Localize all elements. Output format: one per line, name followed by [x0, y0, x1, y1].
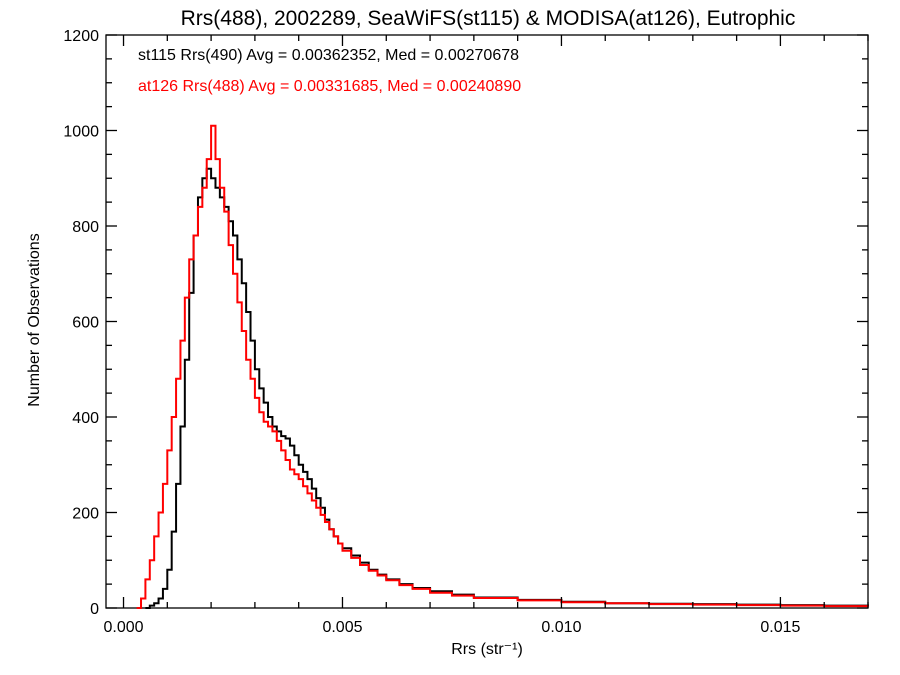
y-tick-label: 1200: [63, 28, 99, 45]
series-line-st115: [145, 167, 869, 609]
y-tick-label: 0: [90, 601, 99, 618]
legend: st115 Rrs(490) Avg = 0.00362352, Med = 0…: [138, 47, 521, 95]
legend-entry-st115: st115 Rrs(490) Avg = 0.00362352, Med = 0…: [138, 47, 519, 64]
y-axis-label: Number of Observations: [26, 233, 43, 406]
series-layer: [136, 124, 869, 609]
y-tick-label: 800: [72, 219, 99, 236]
x-axis-label: Rrs (str⁻¹): [451, 641, 523, 658]
y-tick-label: 200: [72, 506, 99, 523]
legend-entry-at126: at126 Rrs(488) Avg = 0.00331685, Med = 0…: [138, 78, 521, 95]
plot-area: 0.000 0.005 0.010 0.015 0 200 400 600 800 1000 120…: [63, 28, 869, 636]
plot-frame: [105, 34, 869, 609]
x-tick-label: 0.015: [760, 619, 800, 636]
chart-title: Rrs(488), 2002289, SeaWiFS(st115) & MODI…: [181, 7, 796, 30]
series-line-at126: [136, 124, 869, 609]
y-tick-label: 1000: [63, 124, 99, 141]
y-tick-label: 600: [72, 315, 99, 332]
y-tick-label: 400: [72, 410, 99, 427]
tick-layer: 0.000 0.005 0.010 0.015 0 200 400 600 800 1000 120…: [63, 28, 869, 636]
x-tick-label: 0.000: [103, 619, 143, 636]
x-tick-label: 0.010: [541, 619, 581, 636]
x-tick-label: 0.005: [322, 619, 362, 636]
